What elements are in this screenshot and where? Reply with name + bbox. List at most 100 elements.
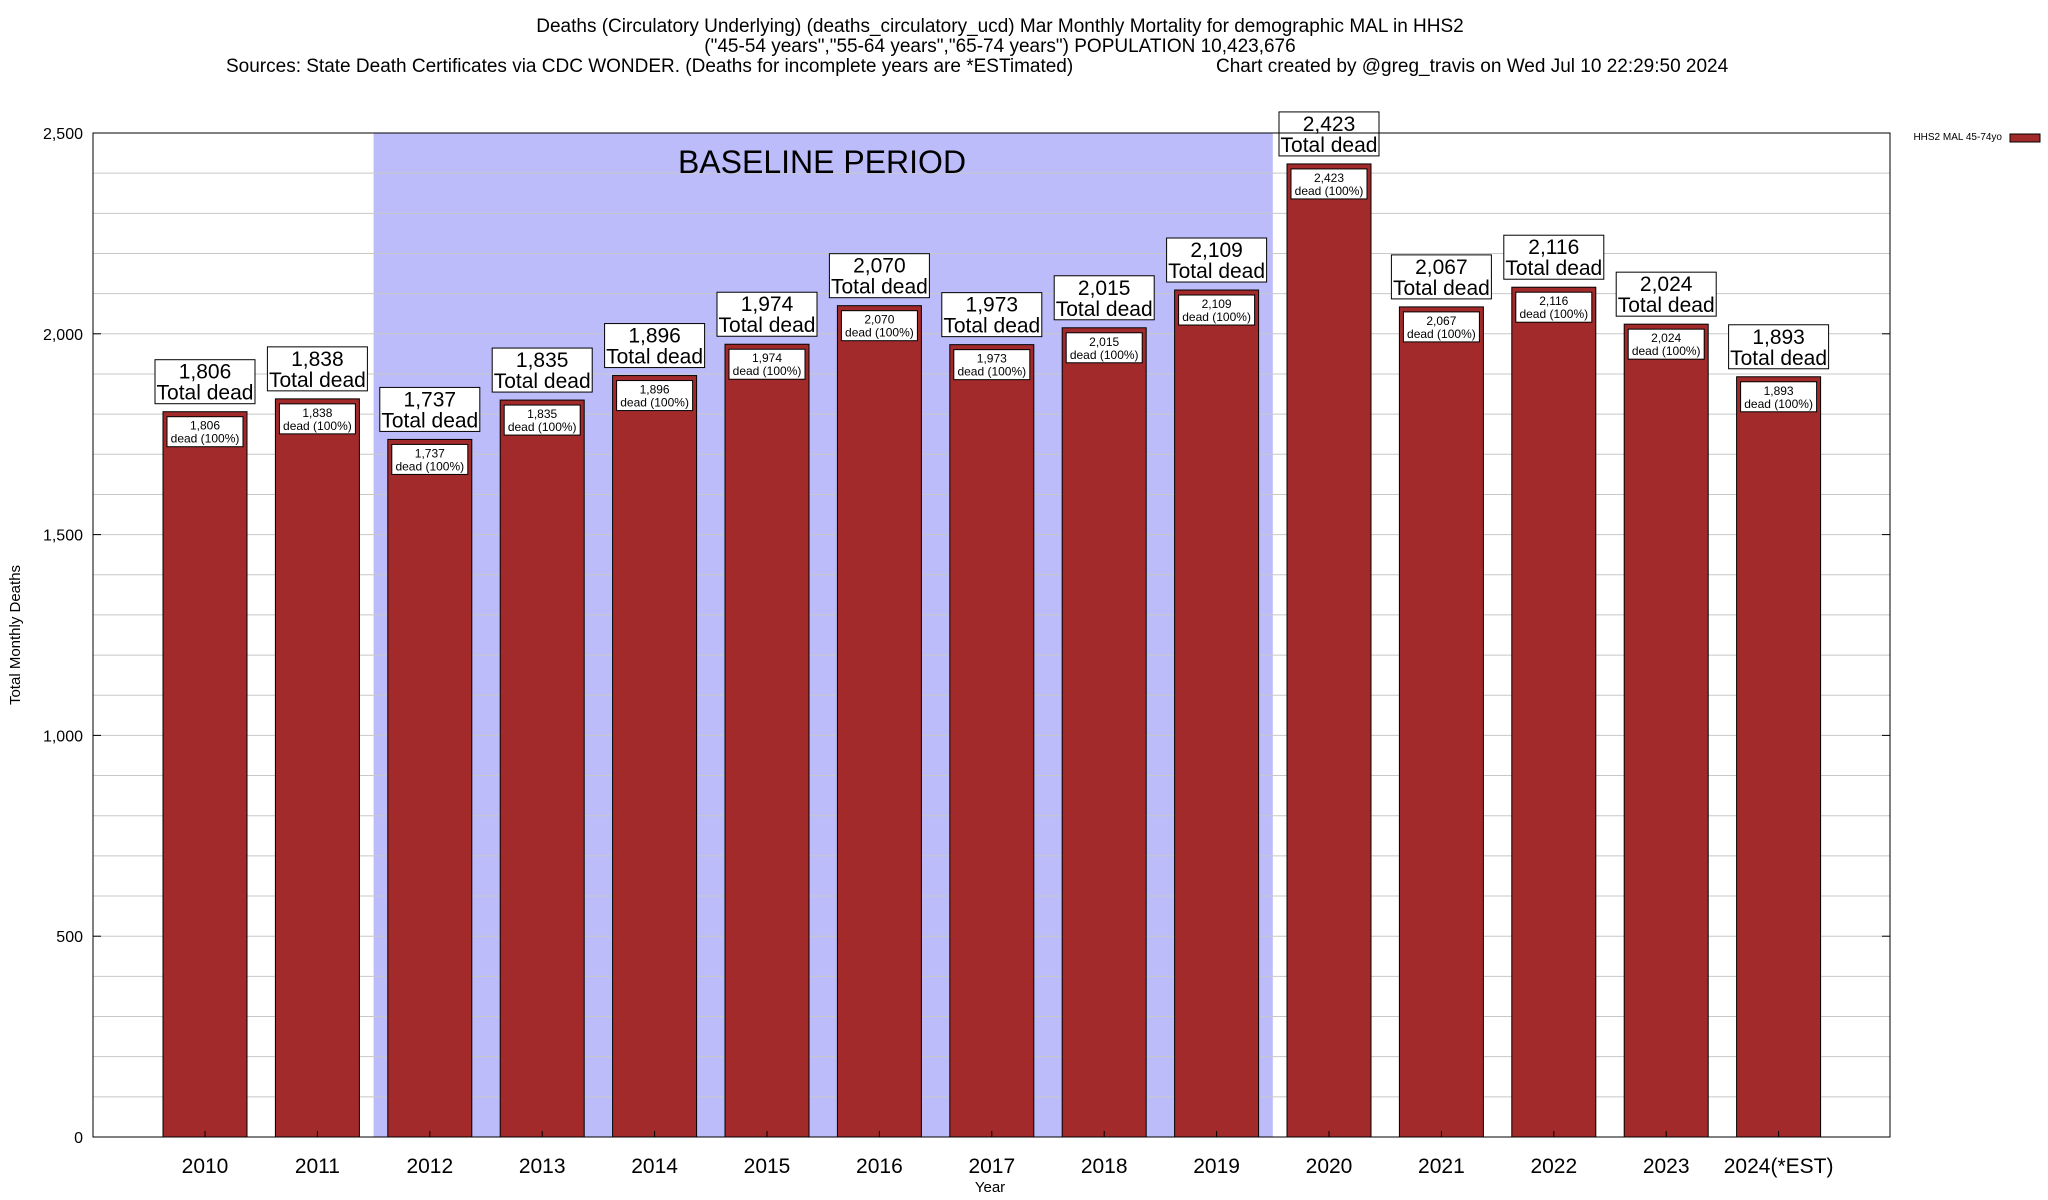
total-value-label: 1,838 [291, 348, 344, 371]
inner-value-label: 2,109 [1202, 297, 1232, 311]
total-value-label: 2,015 [1078, 277, 1131, 300]
total-dead-label: Total dead [831, 276, 928, 299]
inner-value-label: 2,015 [1089, 335, 1119, 349]
total-dead-label: Total dead [606, 346, 703, 369]
x-tick-label: 2019 [1193, 1155, 1240, 1178]
inner-label-box [953, 349, 1031, 381]
chart-title: Deaths (Circulatory Underlying) (deaths_… [226, 16, 1729, 77]
total-value-label: 2,067 [1415, 256, 1468, 279]
bar-2019 [1174, 289, 1260, 1138]
x-tick-label: 2010 [182, 1155, 229, 1178]
x-tick-label: 2015 [744, 1155, 791, 1178]
inner-pct-label: dead (100%) [957, 365, 1026, 379]
bar-2018 [1061, 327, 1147, 1138]
x-tick-label: 2014 [631, 1155, 678, 1178]
bar-2014 [612, 375, 698, 1138]
baseline-period-label: BASELINE PERIOD [678, 144, 966, 180]
sources-note: Sources: State Death Certificates via CD… [226, 56, 1073, 77]
inner-pct-label: dead (100%) [171, 432, 240, 446]
bar-2012 [387, 438, 473, 1138]
inner-pct-label: dead (100%) [395, 459, 464, 473]
inner-label-box [1178, 294, 1256, 326]
total-label-box [266, 346, 368, 392]
y-axis-ticks: 0 500 1,000 1,500 2,000 2,500 [43, 126, 1890, 1147]
total-dead-label: Total dead [1505, 257, 1602, 280]
y-tick-label: 1,000 [43, 728, 83, 745]
bar-2024(*EST) [1736, 376, 1822, 1138]
inner-pct-label: dead (100%) [1070, 348, 1139, 362]
x-tick-label: 2022 [1530, 1155, 1577, 1178]
bar-2021 [1398, 306, 1484, 1138]
total-label-box [1503, 234, 1605, 280]
bar-2011 [274, 398, 360, 1138]
x-tick-label: 2017 [968, 1155, 1015, 1178]
total-dead-label: Total dead [1056, 298, 1153, 321]
x-tick-label: 2018 [1081, 1155, 1128, 1178]
inner-pct-label: dead (100%) [1519, 307, 1588, 321]
x-tick-label: 2011 [295, 1155, 340, 1178]
inner-label-box [278, 403, 356, 435]
inner-label-box [616, 380, 694, 412]
total-dead-label: Total dead [719, 314, 816, 337]
inner-pct-label: dead (100%) [845, 326, 914, 340]
total-label-box [1390, 254, 1492, 300]
inner-label-box [1515, 291, 1593, 323]
x-tick-label: 2016 [856, 1155, 903, 1178]
total-dead-label: Total dead [1393, 277, 1490, 300]
inner-value-label: 1,973 [977, 352, 1007, 366]
total-value-label: 2,423 [1303, 113, 1356, 136]
total-dead-label: Total dead [157, 382, 254, 405]
inner-label-box [1627, 328, 1705, 360]
x-tick-label: 2012 [406, 1155, 453, 1178]
inner-label-box [1740, 381, 1818, 413]
bar-2015 [724, 343, 810, 1138]
inner-pct-label: dead (100%) [733, 364, 802, 378]
inner-value-label: 1,896 [640, 383, 670, 397]
bar-2017 [949, 344, 1035, 1138]
total-dead-label: Total dead [269, 369, 366, 392]
x-tick-label: 2020 [1306, 1155, 1353, 1178]
title-line-1: Deaths (Circulatory Underlying) (deaths_… [536, 16, 1463, 37]
total-label-box [1615, 271, 1717, 317]
total-value-label: 1,896 [628, 325, 681, 348]
bar-2016 [836, 305, 922, 1138]
x-axis-ticks: 2010 2011 2012 2013 2014 2015 2016 2017 2018 2019… [182, 1131, 1833, 1178]
inner-pct-label: dead (100%) [1632, 344, 1701, 358]
total-label-box [491, 347, 593, 393]
total-value-label: 1,973 [966, 294, 1019, 317]
inner-pct-label: dead (100%) [283, 419, 352, 433]
total-label-box [379, 386, 481, 432]
total-label-box [1278, 111, 1380, 157]
total-dead-label: Total dead [1618, 294, 1715, 317]
inner-pct-label: dead (100%) [1182, 310, 1251, 324]
inner-pct-label: dead (100%) [1407, 327, 1476, 341]
inner-pct-label: dead (100%) [1744, 397, 1813, 411]
inner-value-label: 1,806 [190, 419, 220, 433]
y-tick-label: 0 [74, 1130, 83, 1147]
inner-value-label: 2,070 [864, 313, 894, 327]
title-line-2: ("45-54 years","55-64 years","65-74 year… [704, 36, 1295, 57]
total-dead-label: Total dead [1730, 347, 1827, 370]
x-tick-label: 2013 [519, 1155, 566, 1178]
inner-label-box [1065, 332, 1143, 364]
total-label-box [941, 292, 1043, 338]
total-label-box [1166, 237, 1268, 283]
total-dead-label: Total dead [494, 370, 591, 393]
total-value-label: 2,109 [1190, 239, 1243, 262]
inner-label-box [1402, 311, 1480, 343]
total-dead-label: Total dead [381, 409, 478, 432]
inner-value-label: 2,116 [1539, 294, 1568, 308]
inner-label-box [1290, 168, 1368, 200]
y-tick-label: 2,500 [43, 126, 83, 143]
y-tick-label: 1,500 [43, 528, 83, 545]
inner-pct-label: dead (100%) [620, 396, 689, 410]
total-value-label: 2,070 [853, 255, 906, 278]
bar-2023 [1623, 323, 1709, 1138]
total-label-box [604, 323, 706, 369]
total-label-box [828, 253, 930, 299]
total-dead-label: Total dead [943, 315, 1040, 338]
y-tick-label: 2,000 [43, 327, 83, 344]
bar-2013 [499, 399, 585, 1138]
